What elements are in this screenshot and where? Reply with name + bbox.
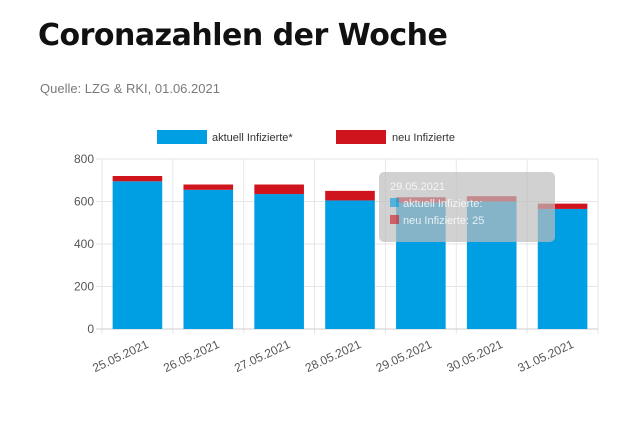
x-tick-label: 28.05.2021 <box>303 337 364 375</box>
x-tick-label: 31.05.2021 <box>515 337 576 375</box>
bar-new[interactable] <box>183 184 234 190</box>
bar-active[interactable] <box>254 194 304 329</box>
tooltip-swatch-active <box>390 198 399 207</box>
bar-active[interactable] <box>112 181 163 329</box>
bar-new[interactable] <box>254 184 304 195</box>
tooltip-swatch-new <box>390 215 399 224</box>
x-tick-label: 30.05.2021 <box>445 337 506 375</box>
tooltip-title: 29.05.2021 <box>390 181 445 193</box>
x-tick-label: 26.05.2021 <box>161 337 222 375</box>
bar-new[interactable] <box>325 190 375 201</box>
y-tick-label: 0 <box>87 322 94 336</box>
legend-swatch-new <box>336 130 386 144</box>
tooltip-box <box>379 172 555 242</box>
legend-item-active[interactable]: aktuell Infizierte* <box>157 130 293 144</box>
x-tick-label: 27.05.2021 <box>232 337 293 375</box>
legend: aktuell Infizierte* neu Infizierte <box>157 130 455 144</box>
y-axis-ticks: 0 200 400 600 800 <box>74 152 94 336</box>
x-tick-label: 29.05.2021 <box>374 337 435 375</box>
x-axis-ticks: 25.05.2021 26.05.2021 27.05.2021 28.05.2021… <box>90 337 576 375</box>
legend-item-new[interactable]: neu Infizierte <box>336 130 455 144</box>
bar-new[interactable] <box>537 203 588 209</box>
y-tick-label: 600 <box>74 195 94 209</box>
source-note: Quelle: LZG & RKI, 01.06.2021 <box>40 81 220 96</box>
y-tick-label: 200 <box>74 280 94 294</box>
x-tick-label: 25.05.2021 <box>90 337 151 375</box>
chart-tooltip: 29.05.2021 aktuell Infizierte: neu Infizi… <box>379 172 555 242</box>
bar-active[interactable] <box>325 200 375 329</box>
tooltip-line: aktuell Infizierte: <box>403 198 482 210</box>
legend-swatch-active <box>157 130 207 144</box>
y-tick-label: 800 <box>74 152 94 166</box>
legend-label-new: neu Infizierte <box>392 132 455 144</box>
legend-label-active: aktuell Infizierte* <box>212 132 293 144</box>
page-title: Coronazahlen der Woche <box>38 18 448 53</box>
bar-active[interactable] <box>183 189 234 329</box>
bar-new[interactable] <box>112 176 163 182</box>
tooltip-line: neu Infizierte: 25 <box>403 215 484 227</box>
y-tick-label: 400 <box>74 237 94 251</box>
